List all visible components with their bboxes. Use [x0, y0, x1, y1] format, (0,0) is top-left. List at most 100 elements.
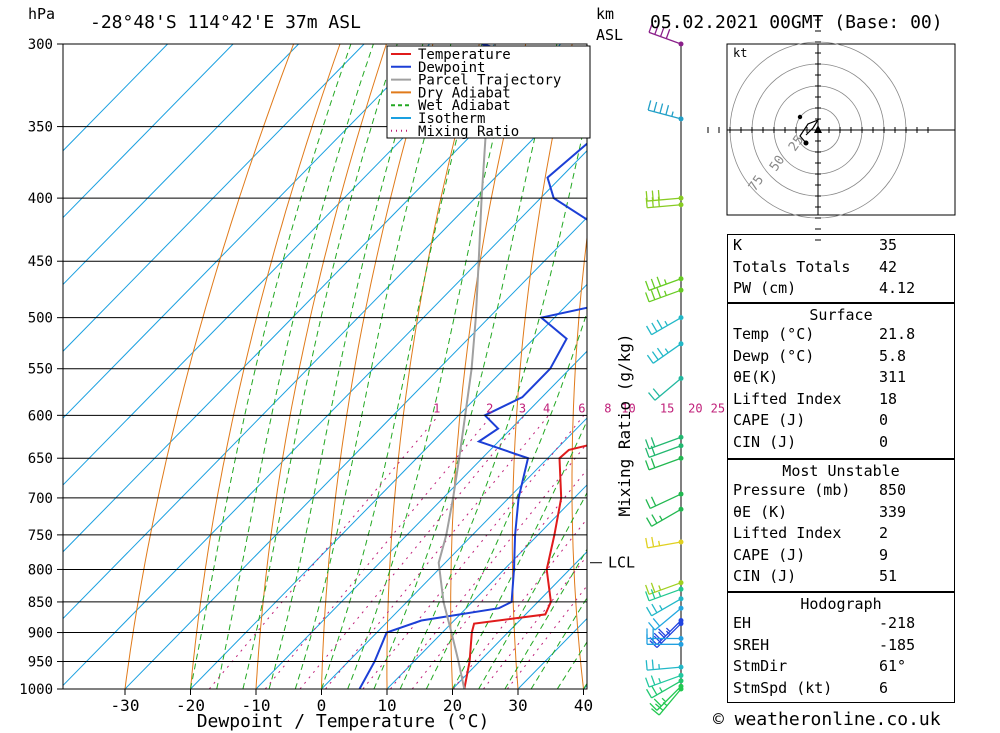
dry-adiabat-line	[686, 44, 715, 689]
wind-barb-flag	[645, 537, 649, 548]
wind-barb-flag	[658, 628, 667, 637]
wind-barb-dot	[678, 672, 684, 678]
isotherm-line	[63, 83, 587, 620]
wind-barb	[645, 506, 684, 527]
series-line-temperature	[463, 444, 587, 689]
temperature-tick-label: -20	[176, 696, 205, 715]
dry-adiabat-line	[990, 44, 1000, 689]
wind-barb-dot	[678, 491, 684, 497]
wind-barb-half	[663, 290, 667, 296]
wind-barb-dot	[678, 276, 684, 282]
mixing-ratio-label: 8	[604, 401, 611, 415]
hpa-unit-label: hPa	[28, 5, 56, 23]
wind-barb-flag	[645, 677, 650, 688]
wind-barb-flag	[651, 603, 658, 614]
legend-label: Dry Adiabat	[418, 85, 511, 101]
wind-barb-flag	[645, 439, 650, 450]
legend-label: Temperature	[418, 47, 511, 63]
wind-barb-flag	[659, 26, 665, 37]
dry-adiabat-line	[450, 44, 527, 689]
mixing-ratio-label: 25	[711, 401, 725, 415]
wind-barb-flag	[650, 582, 656, 593]
stat-label: CAPE (J)	[733, 411, 806, 429]
wind-barb-shaft	[647, 541, 682, 549]
isotherm-line	[124, 216, 587, 689]
temperature-tick-label: -30	[111, 696, 140, 715]
wind-barb	[648, 22, 684, 47]
wind-barb-shaft	[652, 343, 682, 364]
pressure-tick-label: 450	[28, 254, 53, 270]
wind-barb	[645, 315, 684, 336]
stat-label: K	[733, 236, 743, 254]
wet-adiabat-line	[294, 44, 452, 689]
wind-barb	[649, 683, 684, 711]
dry-adiabat-line	[511, 44, 573, 689]
stat-row: θE(K) 311	[728, 367, 954, 389]
stat-value: 35	[879, 236, 898, 254]
mixing-ratio-label: 10	[621, 401, 635, 415]
wet-adiabat-line	[321, 44, 483, 689]
stat-value: 9	[879, 545, 889, 564]
isotherm-line	[452, 551, 587, 689]
stat-label: StmSpd (kt)	[733, 678, 833, 697]
asl-unit-label: ASL	[596, 26, 624, 44]
pressure-tick-label: 900	[28, 626, 53, 642]
mixing-ratio-line	[390, 442, 587, 689]
isotherm-line	[63, 44, 430, 419]
wind-barb	[645, 586, 684, 602]
pressure-tick-label: 550	[28, 362, 53, 378]
mixing-ratio-label: 1	[433, 401, 440, 415]
wind-barb-flag	[653, 101, 658, 112]
wind-barb-dot	[678, 580, 684, 586]
stat-value: 2	[879, 524, 889, 542]
wind-barb-half	[659, 515, 663, 521]
mixing-ratio-label: 3	[519, 401, 526, 415]
legend-label: Parcel Trajectory	[418, 73, 561, 89]
hodograph-point	[803, 140, 809, 146]
wind-barb-shaft	[647, 666, 682, 671]
wind-barb-flag	[651, 708, 660, 716]
stat-value: 4.12	[879, 279, 916, 297]
wind-barb	[645, 580, 684, 595]
wind-barb-shaft	[649, 493, 682, 510]
wind-barb-shaft	[648, 31, 682, 45]
x-axis-label: Dewpoint / Temperature (°C)	[197, 711, 490, 732]
surface-title: Surface	[809, 306, 873, 324]
wind-barb	[645, 491, 684, 510]
stat-value: 0	[879, 411, 889, 429]
wind-barb-dot	[678, 621, 684, 627]
wind-barb-half	[662, 701, 668, 707]
wind-barb	[646, 341, 684, 364]
wind-barb-flag	[645, 197, 648, 208]
wind-barb-dot	[678, 605, 684, 611]
stat-value: 61°	[879, 657, 907, 675]
wind-barb-flag	[645, 447, 650, 458]
dry-adiabat-line	[630, 44, 665, 689]
wind-barb	[645, 678, 684, 699]
isotherm-line	[321, 417, 587, 689]
wind-barb	[645, 196, 684, 209]
series-line-parcel-trajectory	[437, 44, 497, 689]
pressure-tick-label: 800	[28, 562, 53, 578]
temperature-tick-label: 30	[508, 696, 527, 715]
wind-barb-half	[658, 591, 662, 597]
wind-barb-half	[661, 697, 667, 703]
wet-adiabat-line	[347, 44, 518, 689]
stat-row: CAPE (J) 9	[728, 545, 954, 567]
isotherm-line	[63, 44, 234, 219]
wind-barb-dot	[678, 443, 684, 449]
wind-barb	[645, 276, 684, 292]
isotherm-line	[63, 44, 168, 152]
stat-label: θE(K)	[733, 368, 779, 386]
stat-row: StmDir 61°	[728, 656, 954, 678]
wind-barb-shaft	[651, 680, 682, 699]
stat-row: K 35	[728, 235, 954, 257]
wind-barb-flag	[658, 631, 667, 640]
stat-row: PW (cm) 4.12	[728, 278, 954, 300]
wind-barb-flag	[645, 280, 650, 291]
wind-barb-flag	[650, 290, 656, 300]
wind-barb-shaft	[654, 607, 682, 631]
wind-barb	[645, 455, 684, 471]
isotherm-line	[63, 44, 496, 486]
